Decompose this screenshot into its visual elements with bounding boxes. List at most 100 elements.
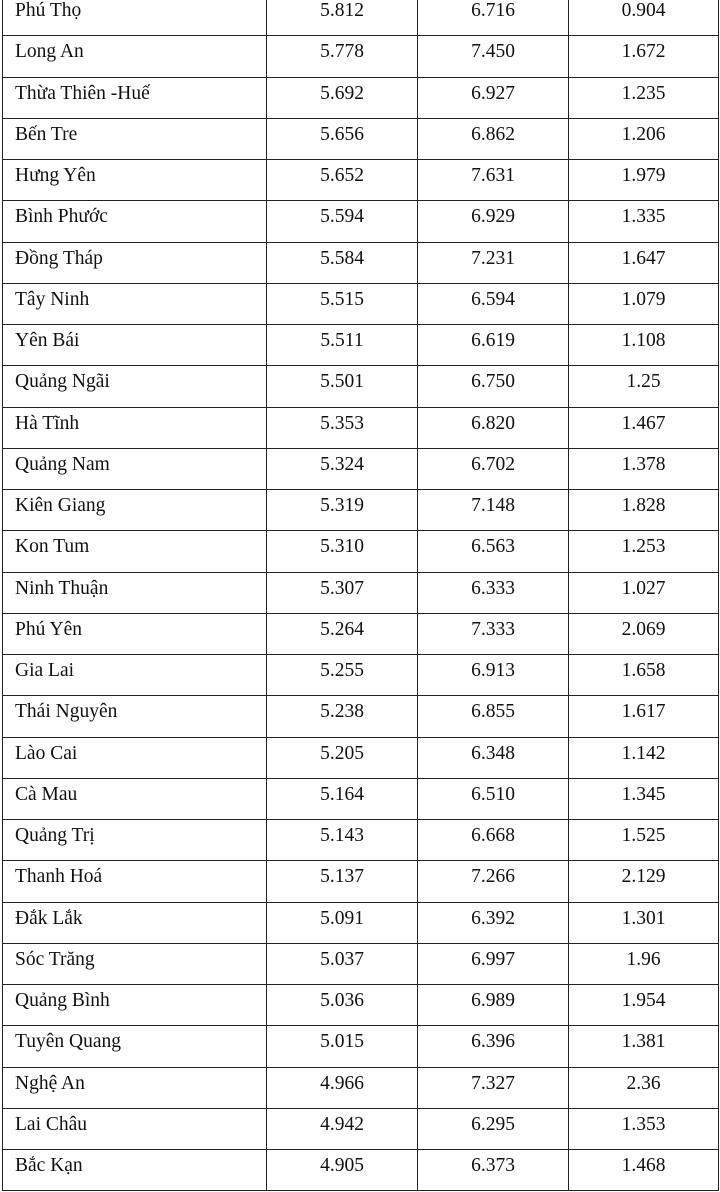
value-2-cell: 7.333 bbox=[417, 612, 569, 656]
table-row: Thanh Hoá 5.137 7.266 2.129 bbox=[2, 860, 719, 903]
province-name-cell: Long An bbox=[2, 35, 267, 78]
province-name-cell: Tây Ninh bbox=[2, 282, 267, 326]
difference-cell: 0.904 bbox=[568, 0, 719, 37]
province-name-cell: Phú Thọ bbox=[2, 0, 267, 37]
province-name-cell: Kon Tum bbox=[2, 530, 267, 573]
table-row: Gia Lai 5.255 6.913 1.658 bbox=[2, 653, 719, 697]
value-1-cell: 5.656 bbox=[266, 117, 418, 161]
value-1-cell: 5.515 bbox=[266, 282, 418, 326]
value-2-cell: 6.913 bbox=[417, 653, 569, 697]
table-row: Sóc Trăng 5.037 6.997 1.96 bbox=[2, 942, 719, 986]
value-1-cell: 5.164 bbox=[266, 777, 418, 821]
value-1-cell: 5.511 bbox=[266, 323, 418, 367]
difference-cell: 1.253 bbox=[568, 530, 719, 573]
difference-cell: 2.36 bbox=[568, 1066, 719, 1109]
province-name-cell: Tuyên Quang bbox=[2, 1025, 267, 1068]
value-1-cell: 5.584 bbox=[266, 241, 418, 284]
value-1-cell: 5.205 bbox=[266, 736, 418, 779]
difference-cell: 1.027 bbox=[568, 571, 719, 614]
table-row: Thừa Thiên -Huế 5.692 6.927 1.235 bbox=[2, 76, 719, 119]
province-name-cell: Lào Cai bbox=[2, 736, 267, 779]
difference-cell: 1.108 bbox=[568, 323, 719, 367]
province-name-cell: Thái Nguyên bbox=[2, 695, 267, 738]
table-row: Bến Tre 5.656 6.862 1.206 bbox=[2, 117, 719, 161]
table-row: Kon Tum 5.310 6.563 1.253 bbox=[2, 530, 719, 573]
value-1-cell: 5.137 bbox=[266, 860, 418, 903]
province-name-cell: Thừa Thiên -Huế bbox=[2, 76, 267, 119]
value-1-cell: 5.501 bbox=[266, 365, 418, 408]
table-row: Đồng Tháp 5.584 7.231 1.647 bbox=[2, 241, 719, 284]
value-1-cell: 4.905 bbox=[266, 1148, 418, 1192]
value-1-cell: 5.692 bbox=[266, 76, 418, 119]
value-1-cell: 4.966 bbox=[266, 1066, 418, 1109]
table-row: Tuyên Quang 5.015 6.396 1.381 bbox=[2, 1025, 719, 1068]
difference-cell: 1.353 bbox=[568, 1107, 719, 1151]
table-row: Kiên Giang 5.319 7.148 1.828 bbox=[2, 488, 719, 532]
province-name-cell: Lai Châu bbox=[2, 1107, 267, 1151]
value-2-cell: 7.327 bbox=[417, 1066, 569, 1109]
province-name-cell: Hà Tĩnh bbox=[2, 406, 267, 449]
value-2-cell: 7.148 bbox=[417, 488, 569, 532]
value-2-cell: 6.997 bbox=[417, 942, 569, 986]
value-1-cell: 5.143 bbox=[266, 818, 418, 862]
difference-cell: 1.345 bbox=[568, 777, 719, 821]
table-row: Hưng Yên 5.652 7.631 1.979 bbox=[2, 158, 719, 202]
value-1-cell: 5.015 bbox=[266, 1025, 418, 1068]
difference-cell: 1.468 bbox=[568, 1148, 719, 1192]
value-1-cell: 5.091 bbox=[266, 901, 418, 944]
value-2-cell: 6.820 bbox=[417, 406, 569, 449]
province-name-cell: Ninh Thuận bbox=[2, 571, 267, 614]
difference-cell: 1.301 bbox=[568, 901, 719, 944]
value-2-cell: 6.855 bbox=[417, 695, 569, 738]
value-1-cell: 5.255 bbox=[266, 653, 418, 697]
difference-cell: 1.467 bbox=[568, 406, 719, 449]
province-name-cell: Quảng Trị bbox=[2, 818, 267, 862]
table-row: Thái Nguyên 5.238 6.855 1.617 bbox=[2, 695, 719, 738]
value-1-cell: 5.238 bbox=[266, 695, 418, 738]
value-2-cell: 6.348 bbox=[417, 736, 569, 779]
province-name-cell: Cà Mau bbox=[2, 777, 267, 821]
value-2-cell: 6.927 bbox=[417, 76, 569, 119]
difference-cell: 1.378 bbox=[568, 447, 719, 491]
value-2-cell: 6.619 bbox=[417, 323, 569, 367]
table-row: Phú Yên 5.264 7.333 2.069 bbox=[2, 612, 719, 656]
difference-cell: 1.96 bbox=[568, 942, 719, 986]
value-1-cell: 5.310 bbox=[266, 530, 418, 573]
province-name-cell: Thanh Hoá bbox=[2, 860, 267, 903]
difference-cell: 2.129 bbox=[568, 860, 719, 903]
table-row: Hà Tĩnh 5.353 6.820 1.467 bbox=[2, 406, 719, 449]
province-name-cell: Phú Yên bbox=[2, 612, 267, 656]
difference-cell: 1.658 bbox=[568, 653, 719, 697]
value-2-cell: 7.231 bbox=[417, 241, 569, 284]
province-name-cell: Yên Bái bbox=[2, 323, 267, 367]
value-2-cell: 6.716 bbox=[417, 0, 569, 37]
province-name-cell: Quảng Ngãi bbox=[2, 365, 267, 408]
value-1-cell: 5.264 bbox=[266, 612, 418, 656]
province-name-cell: Gia Lai bbox=[2, 653, 267, 697]
difference-cell: 1.672 bbox=[568, 35, 719, 78]
value-1-cell: 5.037 bbox=[266, 942, 418, 986]
table-row: Quảng Ngãi 5.501 6.750 1.25 bbox=[2, 365, 719, 408]
province-name-cell: Sóc Trăng bbox=[2, 942, 267, 986]
difference-cell: 1.235 bbox=[568, 76, 719, 119]
value-2-cell: 6.392 bbox=[417, 901, 569, 944]
value-2-cell: 6.594 bbox=[417, 282, 569, 326]
difference-cell: 1.25 bbox=[568, 365, 719, 408]
province-name-cell: Kiên Giang bbox=[2, 488, 267, 532]
table-row: Ninh Thuận 5.307 6.333 1.027 bbox=[2, 571, 719, 614]
value-2-cell: 6.989 bbox=[417, 983, 569, 1027]
value-2-cell: 6.510 bbox=[417, 777, 569, 821]
table-row: Bắc Kạn 4.905 6.373 1.468 bbox=[2, 1148, 719, 1192]
table-row: Phú Thọ 5.812 6.716 0.904 bbox=[2, 0, 719, 37]
difference-cell: 1.525 bbox=[568, 818, 719, 862]
difference-cell: 1.381 bbox=[568, 1025, 719, 1068]
province-name-cell: Nghệ An bbox=[2, 1066, 267, 1109]
value-2-cell: 6.396 bbox=[417, 1025, 569, 1068]
table-row: Tây Ninh 5.515 6.594 1.079 bbox=[2, 282, 719, 326]
table-row: Lai Châu 4.942 6.295 1.353 bbox=[2, 1107, 719, 1151]
difference-cell: 1.335 bbox=[568, 200, 719, 243]
table-row: Bình Phước 5.594 6.929 1.335 bbox=[2, 200, 719, 243]
difference-cell: 1.647 bbox=[568, 241, 719, 284]
table-row: Long An 5.778 7.450 1.672 bbox=[2, 35, 719, 78]
